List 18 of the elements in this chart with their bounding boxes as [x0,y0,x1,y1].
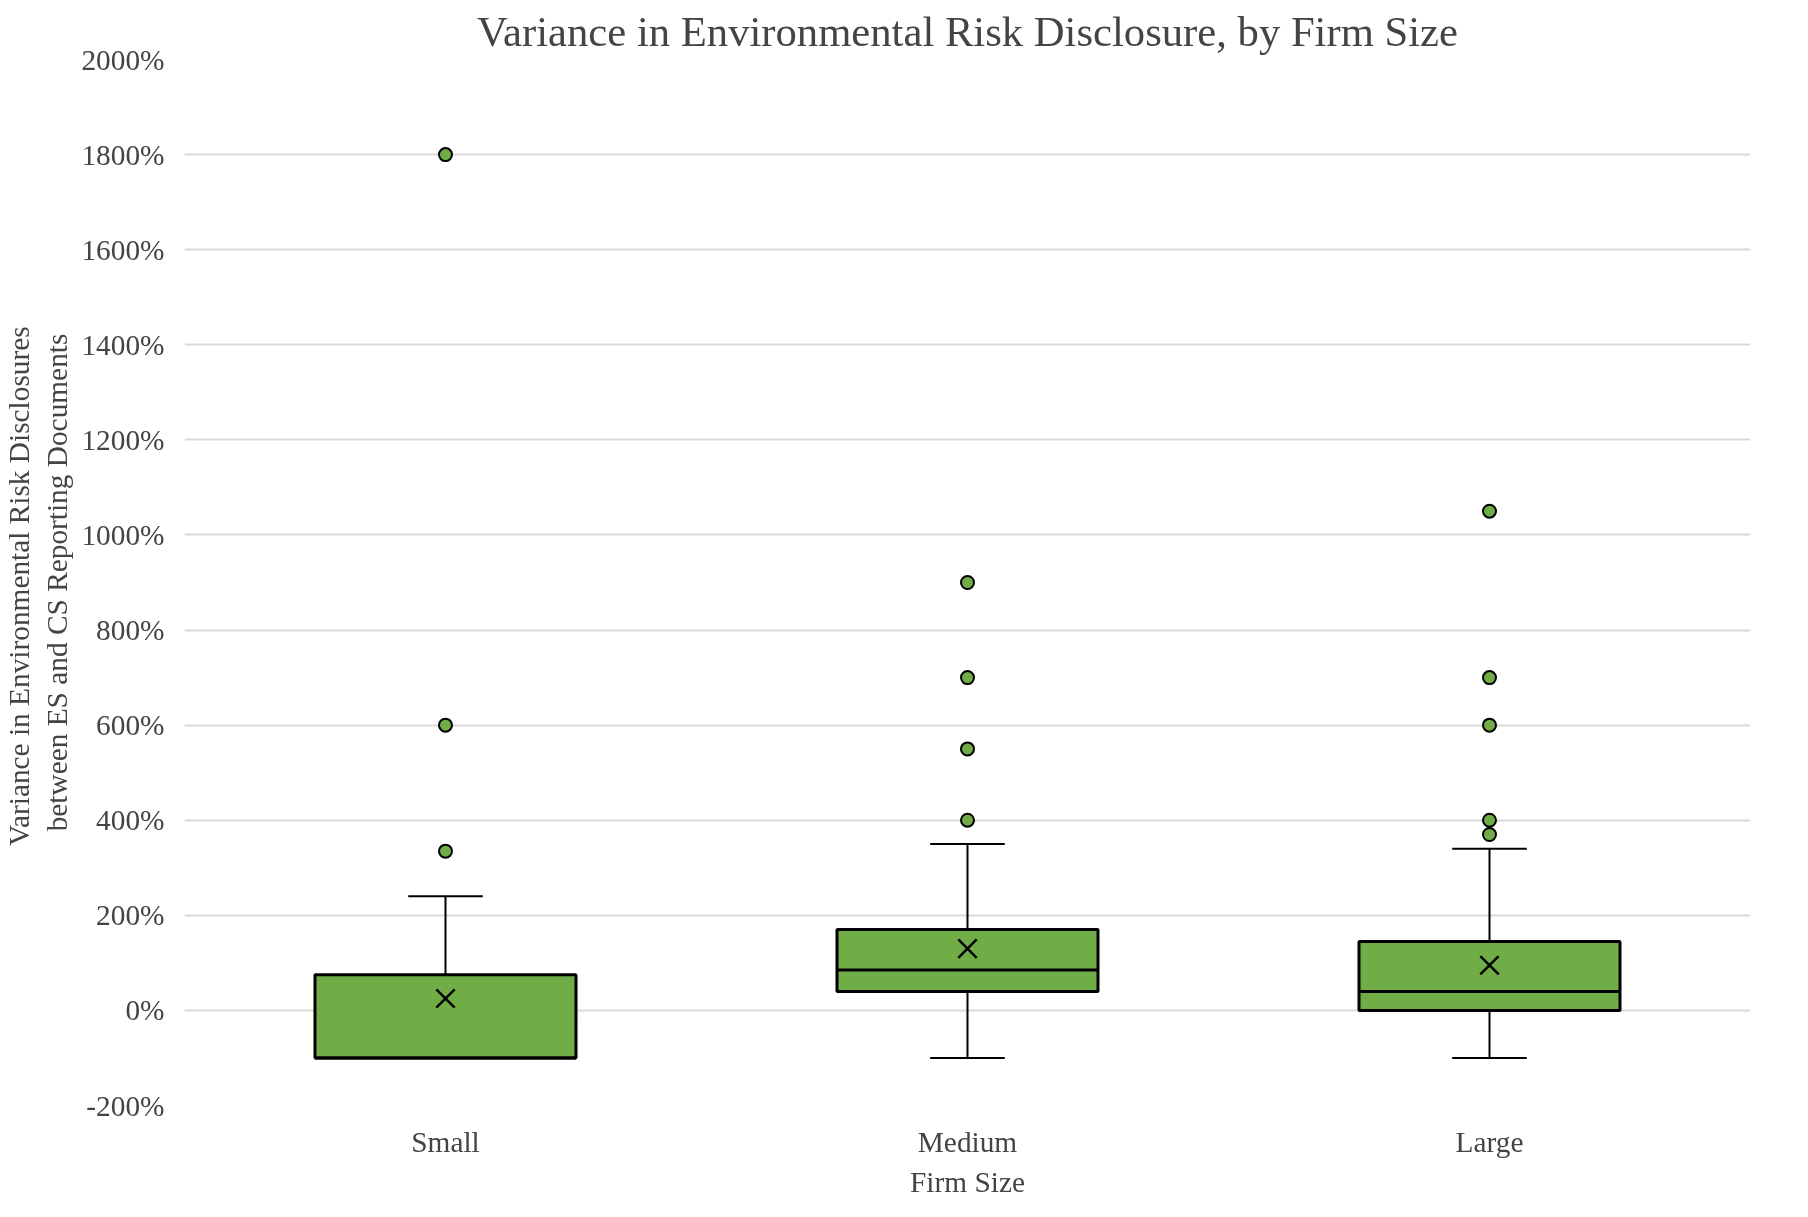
y-tick-label: 800% [96,614,165,647]
y-tick-label: 400% [96,804,165,837]
x-tick-label: Large [1455,1125,1524,1158]
chart-title: Variance in Environmental Risk Disclosure, by Firm Size [477,7,1458,55]
y-tick-label: 2000% [81,43,165,76]
y-tick-label: 600% [96,709,165,742]
y-axis-title: Variance in Environmental Risk Disclosures between ES and CS Reporting Documents [3,326,74,846]
x-tick-label: Medium [917,1125,1018,1158]
y-tick-label: 200% [96,899,165,932]
y-tick-label: 0% [125,994,165,1027]
y-tick-label: 1200% [81,423,165,456]
y-tick-label: 1800% [81,138,165,171]
x-tick-label: Small [411,1125,480,1158]
y-tick-label: -200% [86,1089,165,1122]
y-tick-label: 1400% [81,328,165,361]
y-tick-label: 1600% [81,233,165,266]
x-axis-title: Firm Size [910,1165,1025,1198]
y-tick-label: 1000% [81,518,165,551]
